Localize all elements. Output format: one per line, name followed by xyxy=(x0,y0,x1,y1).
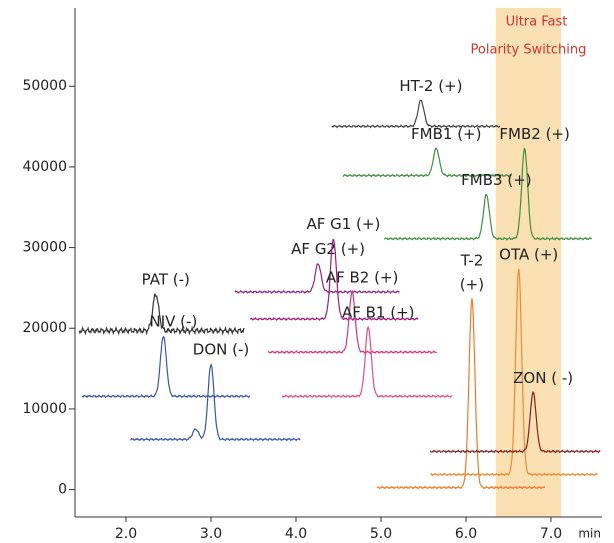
y-tick-label: 0 xyxy=(58,482,67,498)
peak-label: FMB1 (+) xyxy=(411,125,481,143)
peak-label: HT-2 (+) xyxy=(399,77,462,95)
y-tick-label: 10000 xyxy=(22,401,67,417)
peak-label: ZON ( -) xyxy=(513,369,573,387)
trace xyxy=(130,363,301,442)
x-axis-label: min xyxy=(578,527,601,541)
peak-label: FMB3 (+) xyxy=(461,171,531,189)
peak-label: AF B2 (+) xyxy=(326,268,399,286)
peak-label: NIV (-) xyxy=(150,313,198,331)
band-label: Ultra Fast xyxy=(506,15,568,30)
peak-label: T-2 xyxy=(460,251,484,269)
trace xyxy=(429,391,601,454)
x-tick-label: 5.0 xyxy=(370,526,392,542)
peak-label: DON (-) xyxy=(193,341,249,359)
peak-label: AF G1 (+) xyxy=(306,215,380,233)
band-label: Polarity Switching xyxy=(471,43,587,58)
x-tick-label: 2.0 xyxy=(115,526,137,542)
y-tick-label: 50000 xyxy=(22,78,67,94)
x-tick-label: 4.0 xyxy=(285,526,307,542)
y-tick-label: 20000 xyxy=(22,320,67,336)
x-tick-label: 6.0 xyxy=(455,526,477,542)
x-tick-label: 7.0 xyxy=(540,526,562,542)
y-tick-label: 30000 xyxy=(22,240,67,256)
y-tick-label: 40000 xyxy=(22,159,67,175)
peak-label: PAT (-) xyxy=(142,270,190,288)
peak-label: FMB2 (+) xyxy=(499,125,569,143)
x-tick-label: 3.0 xyxy=(200,526,222,542)
trace xyxy=(376,298,546,490)
trace xyxy=(331,99,501,129)
trace xyxy=(249,238,419,322)
peak-label: OTA (+) xyxy=(499,245,558,263)
peak-label: AF B1 (+) xyxy=(342,304,415,322)
peak-label: (+) xyxy=(460,275,484,293)
trace xyxy=(78,293,245,336)
trace xyxy=(281,325,453,399)
trace xyxy=(429,268,599,477)
trace xyxy=(342,147,512,178)
trace xyxy=(81,335,251,399)
trace xyxy=(234,263,400,294)
peak-label: AF G2 (+) xyxy=(291,240,365,258)
trace xyxy=(267,289,438,355)
trace xyxy=(383,147,593,241)
